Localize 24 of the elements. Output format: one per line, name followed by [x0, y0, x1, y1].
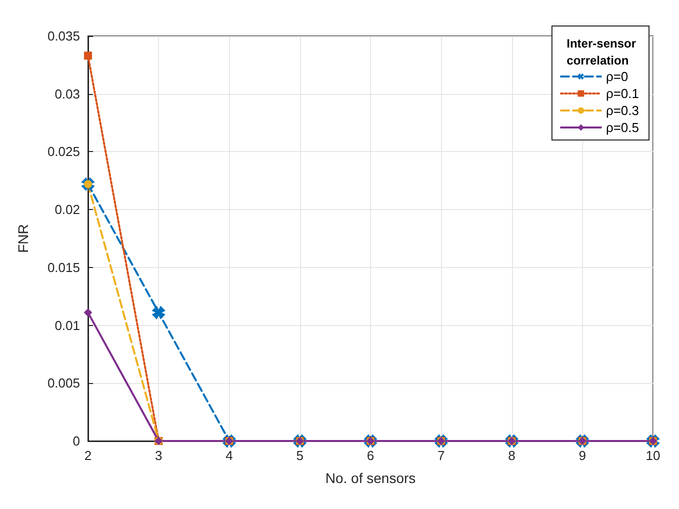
x-tick-label: 9 — [578, 448, 586, 463]
y-tick-label: 0 — [72, 434, 80, 448]
x-tick-label: 10 — [646, 448, 660, 463]
y-tick-label: 0.005 — [47, 376, 80, 391]
x-tick-label: 4 — [226, 448, 233, 463]
x-tick-label: 2 — [84, 448, 92, 463]
y-tick-label: 0.035 — [47, 28, 80, 44]
legend-title: Inter-sensor correlation — [566, 36, 636, 68]
y-tick-label: 0.01 — [54, 318, 80, 333]
x-tick-label: 3 — [155, 448, 162, 463]
x-axis-title: No. of sensors — [325, 470, 416, 486]
x-tick-label: 5 — [296, 448, 304, 463]
legend-label: ρ=0.3 — [606, 103, 640, 118]
legend-label: ρ=0.5 — [606, 120, 640, 135]
y-axis-title: FNR — [15, 224, 31, 253]
x-tick-label: 6 — [366, 448, 374, 463]
y-tick-label: 0.02 — [54, 202, 80, 218]
legend-label: ρ=0.1 — [606, 86, 640, 101]
legend-label: ρ=0 — [606, 69, 628, 84]
x-tick-label: 8 — [508, 448, 516, 463]
y-tick-label: 0.03 — [54, 86, 80, 102]
x-tick-label: 7 — [438, 448, 445, 463]
y-tick-label: 0.015 — [47, 260, 80, 275]
y-tick-label: 0.025 — [47, 144, 80, 160]
